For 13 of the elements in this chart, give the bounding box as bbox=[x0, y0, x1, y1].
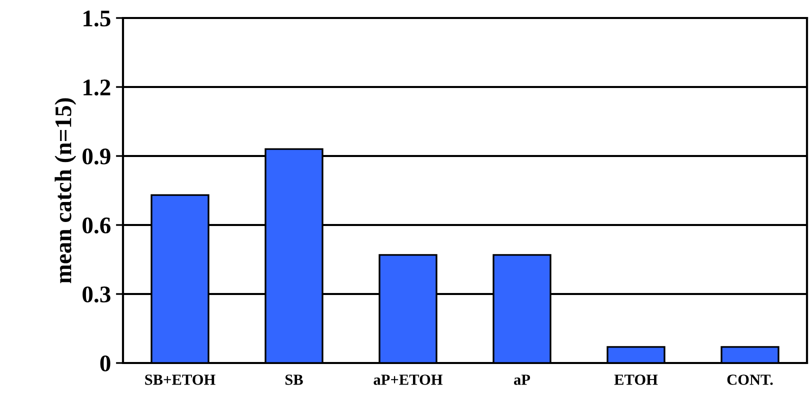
x-tick-label: aP bbox=[514, 374, 530, 385]
y-axis-title: mean catch (n=15) bbox=[54, 98, 76, 284]
y-tick-label: 0 bbox=[100, 355, 110, 372]
x-tick-label: SB bbox=[285, 374, 303, 385]
y-tick-label: 1.2 bbox=[84, 80, 110, 96]
x-tick-label: aP+ETOH bbox=[374, 374, 443, 385]
y-tick-label: 0.9 bbox=[82, 148, 110, 165]
x-tick-label: SB+ETOH bbox=[145, 374, 216, 385]
x-tick-label: ETOH bbox=[614, 374, 658, 385]
x-tick-label: CONT. bbox=[727, 374, 773, 385]
y-tick-label: 0.3 bbox=[82, 286, 110, 303]
y-tick-label: 0.6 bbox=[82, 217, 111, 234]
y-tick-label: 1.5 bbox=[84, 10, 110, 27]
